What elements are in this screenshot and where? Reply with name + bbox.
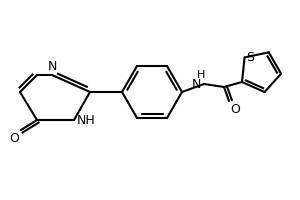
- Text: H: H: [197, 70, 205, 80]
- Text: N: N: [192, 77, 201, 90]
- Text: O: O: [9, 132, 19, 145]
- Text: N: N: [47, 60, 57, 73]
- Text: S: S: [247, 51, 255, 64]
- Text: NH: NH: [77, 114, 96, 127]
- Text: O: O: [230, 103, 240, 116]
